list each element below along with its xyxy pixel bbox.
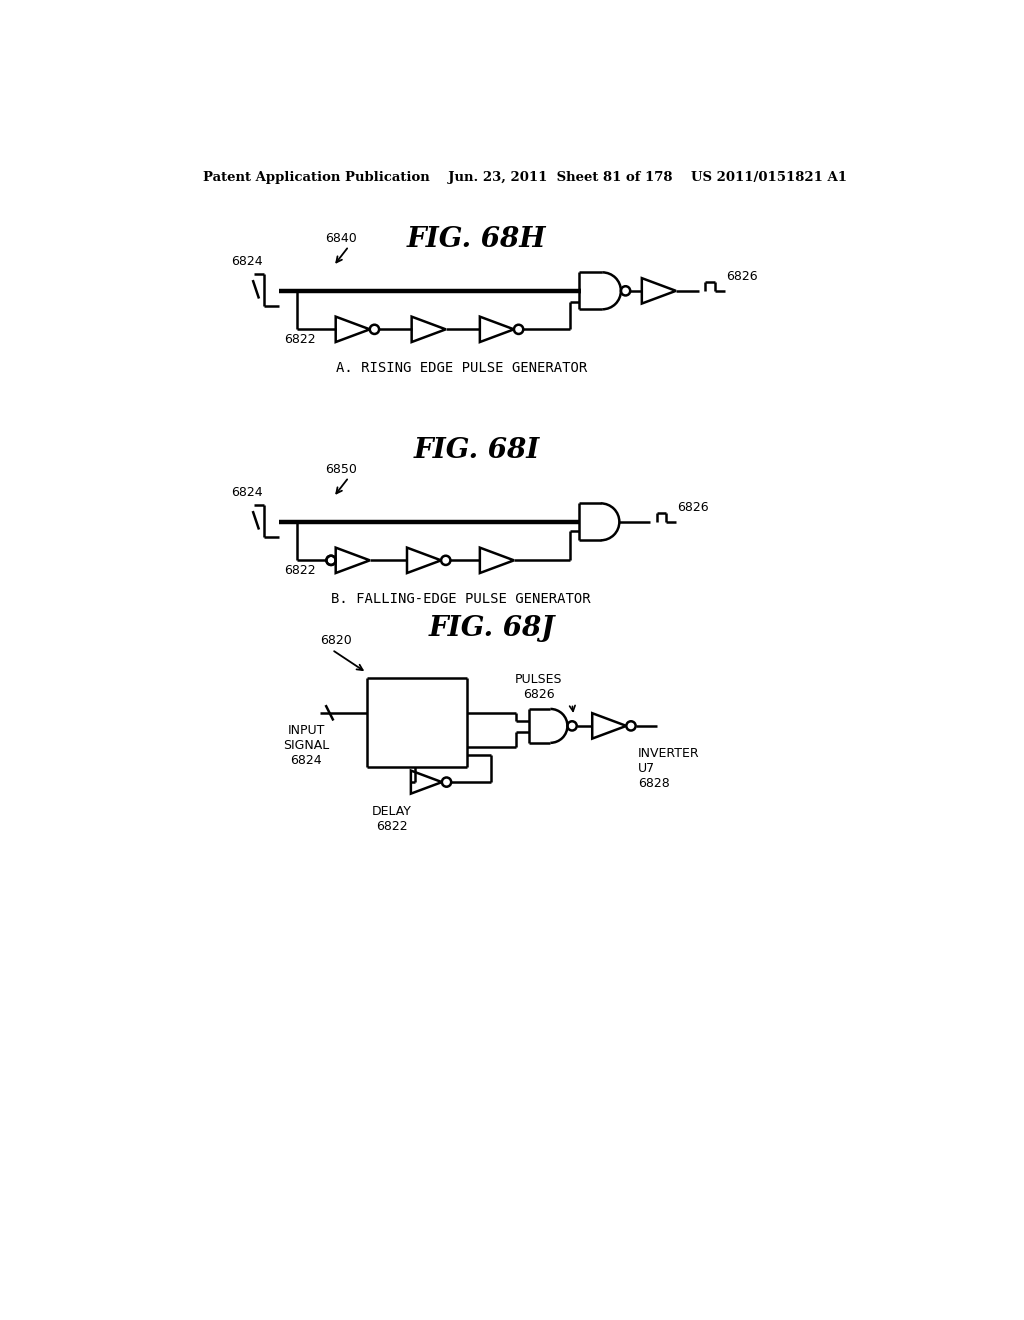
Text: 6822: 6822 (285, 333, 316, 346)
Text: 6822: 6822 (285, 564, 316, 577)
Text: B. FALLING-EDGE PULSE GENERATOR: B. FALLING-EDGE PULSE GENERATOR (332, 591, 591, 606)
Text: 6840: 6840 (326, 231, 357, 244)
Text: PULSES
6826: PULSES 6826 (515, 673, 562, 701)
Text: DELAY
6822: DELAY 6822 (372, 805, 412, 833)
Text: 6820: 6820 (321, 635, 352, 647)
Text: FIG. 68J: FIG. 68J (429, 615, 555, 642)
Text: 6824: 6824 (230, 486, 262, 499)
Text: 6824: 6824 (230, 255, 262, 268)
Text: A. RISING EDGE PULSE GENERATOR: A. RISING EDGE PULSE GENERATOR (336, 360, 587, 375)
Text: Patent Application Publication    Jun. 23, 2011  Sheet 81 of 178    US 2011/0151: Patent Application Publication Jun. 23, … (203, 172, 847, 185)
Text: INPUT
SIGNAL
6824: INPUT SIGNAL 6824 (283, 725, 330, 767)
Text: FIG. 68I: FIG. 68I (414, 437, 540, 465)
Text: 6826: 6826 (678, 502, 709, 515)
Text: 6850: 6850 (326, 462, 357, 475)
Text: 6826: 6826 (726, 271, 758, 284)
Text: INVERTER
U7
6828: INVERTER U7 6828 (638, 747, 699, 789)
Text: FIG. 68H: FIG. 68H (407, 226, 547, 252)
